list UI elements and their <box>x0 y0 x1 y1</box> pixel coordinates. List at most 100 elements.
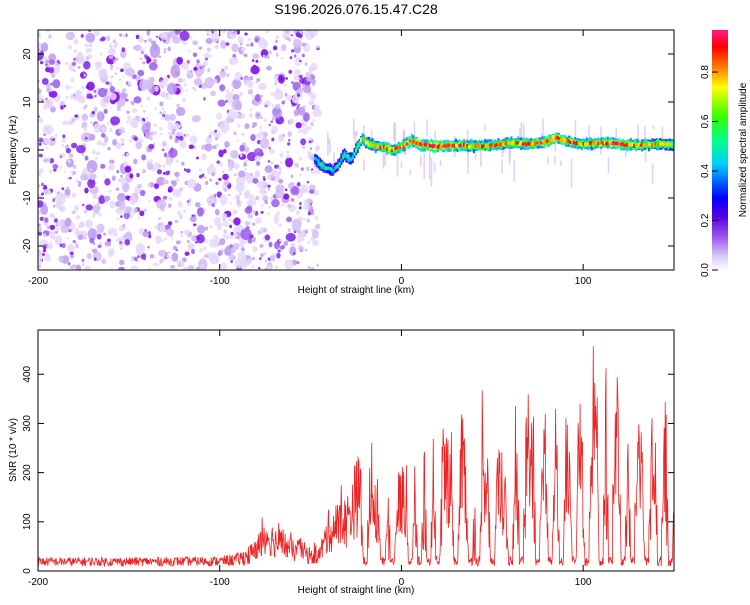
spectrogram-noise-blob <box>61 242 66 249</box>
spectrogram-noise-blob <box>107 227 118 236</box>
spectrogram-streak <box>423 153 426 179</box>
spectrogram-noise-blob <box>300 167 304 171</box>
spectrogram-noise-blob <box>293 109 301 116</box>
spectrogram-noise-blob <box>132 108 138 114</box>
spectrogram-noise-blob <box>38 118 44 124</box>
spectrogram-noise-blob <box>184 251 190 256</box>
spectrogram-noise-blob <box>162 164 166 168</box>
spectrogram-noise-blob <box>137 216 141 220</box>
spectrogram-noise-blob <box>201 173 205 178</box>
spectrogram-noise-blob <box>97 244 102 249</box>
spectrogram-noise-blob <box>89 186 99 195</box>
spectrogram-noise-blob <box>179 30 190 41</box>
spectrogram-noise-blob <box>186 199 190 204</box>
spectrogram-noise-blob <box>154 162 161 170</box>
spectrogram-noise-blob <box>43 189 49 194</box>
spectrogram-noise-blob <box>121 154 125 158</box>
spectrogram-noise-blob <box>43 248 47 253</box>
spectrogram-noise-blob <box>42 124 53 136</box>
spectrogram-noise-blob <box>289 246 297 257</box>
spectrogram-noise-blob <box>218 177 222 181</box>
spectrogram-noise-blob <box>294 163 299 168</box>
spectrogram-noise-blob <box>236 30 241 35</box>
spectrogram-noise-blob <box>287 228 291 233</box>
spectrogram-noise-blob <box>167 31 173 37</box>
spectrogram-noise-blob <box>76 264 82 270</box>
spectrogram-noise-blob <box>38 42 43 54</box>
spectrogram-noise-blob <box>48 53 57 63</box>
spectrogram-signal-cell <box>351 155 354 160</box>
spectrogram-noise-blob <box>63 170 67 173</box>
spectrogram-noise-blob <box>56 191 60 194</box>
spectrogram-noise-blob <box>262 195 269 202</box>
spectrogram-signal-cell <box>425 142 428 147</box>
spectrogram-noise-blob <box>108 43 113 49</box>
spectrogram-noise-blob <box>196 156 199 160</box>
spectrogram-noise-blob <box>83 74 87 77</box>
spectrogram-noise-blob <box>205 136 212 144</box>
spectrogram-noise-blob <box>168 197 173 201</box>
spectrogram-noise-blob <box>304 30 315 41</box>
spectrogram-noise-blob <box>60 105 64 110</box>
spectrogram-noise-blob <box>267 212 271 215</box>
spectrogram-signal-cell <box>467 145 470 149</box>
spectrogram-signal-cell <box>520 141 523 145</box>
spectrogram-noise-blob <box>56 99 60 102</box>
spectrogram-streak <box>327 132 329 157</box>
spectrogram-signal-cell <box>641 142 644 147</box>
spectrogram-noise-blob <box>249 108 253 111</box>
spectrogram-signal-cell <box>389 146 392 154</box>
spectrogram-noise-blob <box>259 244 264 248</box>
spectrogram-y-ticks: -20 -10 0 10 20 <box>22 48 674 253</box>
spectrogram-noise-blob <box>83 60 91 70</box>
spectrogram-noise-blob <box>85 32 96 43</box>
spectrogram-noise-blob <box>71 31 74 36</box>
spectrogram-noise-blob <box>249 172 254 177</box>
spectrogram-noise-blob <box>50 82 54 86</box>
spectrogram-signal-cell <box>355 148 358 153</box>
spectrogram-noise-blob <box>195 241 198 244</box>
spectrogram-noise-blob <box>38 193 42 199</box>
spectrogram-signal-cell <box>484 143 487 148</box>
spectrogram-noise-blob <box>110 65 114 68</box>
spectrogram-noise-blob <box>155 35 159 39</box>
spectrogram-signal-cell <box>345 153 348 158</box>
spectrogram-noise-blob <box>113 61 117 64</box>
spectrogram-noise-blob <box>162 110 167 115</box>
spectrogram-signal-cell <box>485 144 488 149</box>
spectrogram-noise-blob <box>279 152 284 158</box>
spectrogram-signal-cell <box>626 142 629 147</box>
spectrogram-noise-blob <box>300 184 309 194</box>
spectrogram-noise-blob <box>310 62 318 71</box>
snr-x-tick-label: -100 <box>210 577 230 588</box>
spectrogram-noise-blob <box>219 238 226 246</box>
spectrogram-signal-cell <box>376 144 379 149</box>
spectrogram-streak <box>333 152 335 164</box>
spectrogram-noise-blob <box>301 237 305 242</box>
colorbar-ticks: 0.0 0.2 0.4 0.6 0.8 <box>700 65 718 277</box>
spectrogram-noise-blob <box>101 36 106 42</box>
spectrogram-noise-blob <box>271 104 275 108</box>
spectrogram-noise-blob <box>108 189 112 193</box>
spectrogram-noise-blob <box>76 144 86 154</box>
spectrogram-noise-blob <box>160 91 165 96</box>
spectrogram-noise-blob <box>148 62 158 71</box>
spectrogram-noise-blob <box>234 232 239 238</box>
spectrogram-x-ticks: -200 -100 0 100 <box>28 30 592 287</box>
spectrogram-noise-blob <box>193 145 197 150</box>
spectrogram-signal-cell <box>350 157 353 162</box>
spectrogram-noise-blob <box>108 81 113 87</box>
spectrogram-noise-blob <box>286 94 293 101</box>
spectrogram-noise-blob <box>221 171 225 174</box>
spectrogram-noise-blob <box>205 180 209 186</box>
spectrogram-noise-blob <box>79 71 87 79</box>
spectrogram-noise-blob <box>110 67 113 71</box>
spectrogram-noise-blob <box>251 94 255 98</box>
spectrogram-noise-blob <box>204 143 213 152</box>
spectrogram-noise-blob <box>297 128 303 134</box>
spectrogram-signal-cell <box>499 142 502 147</box>
spectrogram-signal-cell <box>464 143 467 147</box>
spectrogram-noise-blob <box>284 93 288 97</box>
spectrogram-noise-blob <box>250 65 260 75</box>
spectrogram-signal-cell <box>449 144 452 149</box>
